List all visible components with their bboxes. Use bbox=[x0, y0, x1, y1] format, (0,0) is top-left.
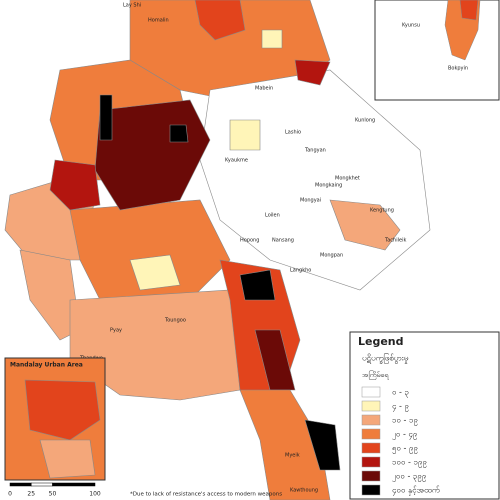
legend-label: ၀ - ၃ bbox=[392, 388, 409, 399]
town-label: Tangyan bbox=[304, 148, 326, 154]
region bbox=[239, 269, 276, 301]
region bbox=[329, 199, 401, 251]
town-label: Lashio bbox=[285, 130, 301, 136]
town-label: Mongkaing bbox=[315, 183, 342, 189]
inset-label: Kyunsu bbox=[402, 23, 420, 29]
inset-mandalay: Mandalay Urban Area bbox=[4, 357, 106, 481]
region bbox=[239, 389, 331, 500]
region bbox=[49, 159, 101, 211]
town-label: Pyay bbox=[110, 328, 122, 334]
town-label: Mongkhet bbox=[335, 176, 360, 182]
inset-region bbox=[459, 0, 479, 21]
town-label: Nansang bbox=[272, 238, 294, 244]
legend-swatch bbox=[361, 470, 381, 482]
scale-label: 25 bbox=[27, 491, 35, 498]
legend-swatch bbox=[361, 484, 381, 496]
scale-label: 100 bbox=[89, 491, 101, 498]
legend-subtitle: ပဋိပက္ခဖြစ်ပွားမှု bbox=[362, 353, 408, 365]
town-label: Homalin bbox=[148, 18, 169, 24]
region bbox=[194, 0, 246, 41]
region bbox=[129, 254, 181, 291]
legend-title: Legend bbox=[358, 335, 404, 348]
town-label: Tachileik bbox=[384, 238, 406, 244]
footnote: *Due to lack of resistance's access to m… bbox=[130, 492, 282, 498]
town-label: Kunlong bbox=[355, 118, 375, 124]
inset-top: Kyunsu Bokpyin bbox=[374, 0, 500, 101]
scale-label: 0 bbox=[8, 491, 12, 498]
inset-region bbox=[24, 379, 101, 441]
region bbox=[304, 419, 341, 471]
legend-label: ၁၀၀ - ၁၉၉ bbox=[392, 458, 427, 469]
legend-caption: အကြိမ်ရေ bbox=[362, 370, 389, 380]
region bbox=[229, 119, 261, 151]
scale-bar: 0 25 50 100 bbox=[8, 482, 101, 498]
town-label: Lay Shi bbox=[123, 3, 141, 9]
town-label: Kawthoung bbox=[290, 488, 318, 494]
scale-segment bbox=[52, 482, 96, 487]
legend-swatch bbox=[361, 400, 381, 412]
legend-swatch bbox=[361, 456, 381, 468]
inset-title: Mandalay Urban Area bbox=[10, 362, 83, 369]
region bbox=[294, 59, 331, 86]
town-label: Mabein bbox=[255, 86, 273, 92]
legend-label: ၁၀ - ၁၉ bbox=[392, 416, 418, 427]
legend-swatch bbox=[361, 442, 381, 454]
legend-label: ၂၀၀ - ၃၉၉ bbox=[392, 472, 426, 483]
scale-segment bbox=[9, 482, 32, 487]
town-label: Mongyai bbox=[300, 198, 321, 204]
legend-swatch bbox=[361, 414, 381, 426]
town-label: Hopong bbox=[240, 238, 259, 244]
legend-label: ၅၀ - ၉၉ bbox=[392, 444, 418, 455]
legend-label: ၄၀၀ နှင့်အထက် bbox=[392, 485, 440, 497]
legend-swatch bbox=[361, 428, 381, 440]
region bbox=[261, 29, 283, 49]
town-label: Toungoo bbox=[164, 318, 186, 324]
town-label: Langkho bbox=[290, 268, 311, 274]
region bbox=[254, 329, 296, 391]
inset-frame bbox=[374, 0, 500, 101]
scale-label: 50 bbox=[49, 491, 57, 498]
scale-segment bbox=[31, 482, 53, 487]
town-label: Kyaukme bbox=[225, 158, 248, 164]
legend-label: ၄ - ၉ bbox=[392, 402, 409, 413]
region bbox=[169, 124, 189, 143]
town-label: Loilen bbox=[265, 213, 280, 219]
legend: Legend ပဋိပက္ခဖြစ်ပွားမှု အကြိမ်ရေ ၀ - ၃… bbox=[349, 331, 500, 500]
town-label: Kengtung bbox=[370, 208, 394, 214]
legend-swatch bbox=[361, 386, 381, 398]
town-label: Myeik bbox=[285, 453, 300, 459]
region bbox=[99, 94, 113, 141]
inset-label: Bokpyin bbox=[448, 66, 468, 72]
town-label: Mongpan bbox=[320, 253, 343, 259]
inset-region bbox=[39, 439, 96, 479]
regions bbox=[4, 0, 431, 500]
legend-label: ၂၀ - ၄၉ bbox=[392, 430, 417, 441]
